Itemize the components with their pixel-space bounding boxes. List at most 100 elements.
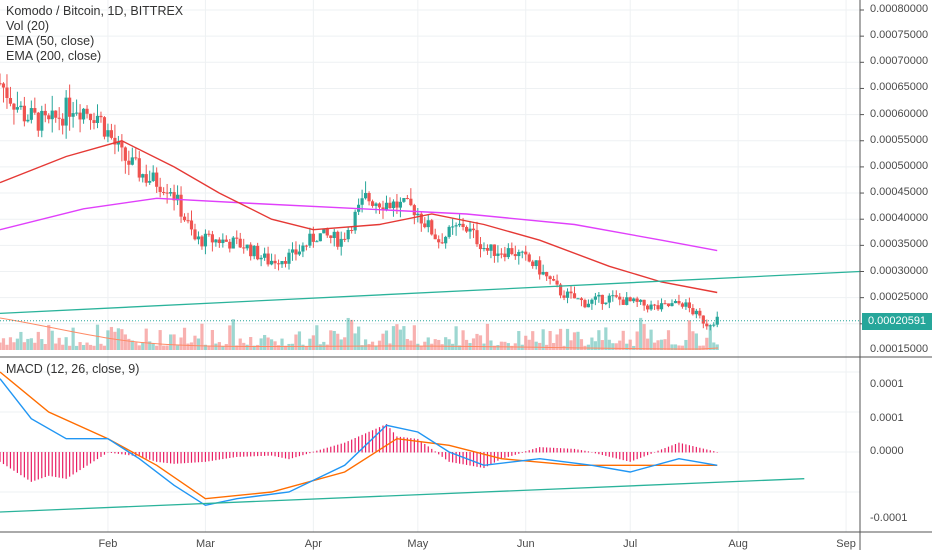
volume-bar	[54, 343, 58, 350]
volume-bar	[597, 330, 601, 350]
candle-body	[457, 223, 462, 226]
volume-bar	[162, 345, 166, 350]
price-axis-label: 0.00025000	[870, 290, 929, 303]
candle-body	[604, 302, 608, 305]
candle-body	[61, 118, 65, 126]
candle-body	[141, 174, 145, 178]
candle-body	[57, 117, 61, 119]
candle-body	[611, 295, 615, 297]
candle-body	[318, 233, 322, 242]
candle-body	[155, 172, 159, 187]
time-axis-label: May	[407, 538, 429, 550]
candle-body	[642, 299, 646, 306]
volume-bar	[541, 329, 545, 350]
candle-body	[228, 241, 232, 249]
volume-bar	[433, 339, 437, 350]
volume-bar	[635, 331, 639, 350]
candle-body	[221, 239, 225, 244]
candle-body	[315, 241, 319, 243]
volume-bar	[621, 330, 625, 350]
candle-body	[541, 272, 545, 275]
volume-bar	[102, 345, 107, 350]
time-axis-label: Jul	[623, 538, 638, 550]
candle-body	[36, 112, 40, 131]
volume-bar	[586, 344, 591, 350]
volume-bar	[64, 337, 68, 350]
volume-bar	[301, 344, 305, 350]
candle-body	[137, 158, 141, 178]
volume-bar	[618, 340, 622, 350]
symbol-title[interactable]: Komodo / Bitcoin, 1D, BITTREX	[6, 4, 184, 18]
candle-body	[8, 97, 13, 104]
candle-body	[461, 223, 465, 228]
volume-bar	[26, 338, 30, 350]
candle-body	[705, 323, 709, 327]
candle-body	[524, 251, 528, 255]
price-axis-label: 0.00060000	[870, 107, 929, 120]
candle-body	[499, 253, 503, 255]
volume-bar	[374, 345, 378, 350]
volume-bar	[40, 339, 44, 350]
candle-body	[200, 236, 204, 247]
volume-bar	[659, 339, 664, 350]
legend-ema200[interactable]: EMA (200, close)	[6, 49, 102, 63]
volume-bar	[492, 345, 497, 350]
candle-body	[231, 237, 235, 249]
candle-body	[576, 298, 580, 300]
candle-body	[64, 97, 68, 126]
volume-bar	[311, 335, 315, 350]
candle-body	[506, 248, 510, 258]
volume-bar	[531, 331, 535, 350]
candle-body	[353, 211, 357, 231]
time-axis-label: Jun	[516, 538, 535, 550]
candle-body	[81, 108, 86, 120]
candle-body	[269, 260, 274, 265]
volume-bar	[280, 338, 284, 350]
candle-body	[402, 198, 406, 202]
candle-body	[419, 213, 423, 224]
candle-body	[29, 108, 33, 120]
candle-body	[569, 291, 573, 294]
candle-body	[336, 231, 340, 247]
candle-body	[329, 235, 333, 238]
volume-bar	[457, 345, 462, 350]
candle-body	[304, 245, 308, 247]
volume-bar	[113, 331, 117, 350]
volume-bar	[5, 344, 9, 350]
volume-bar	[175, 345, 180, 350]
volume-bar	[33, 342, 37, 350]
candle-body	[179, 194, 183, 217]
candle-body	[325, 228, 329, 236]
volume-bar	[116, 328, 120, 350]
candle-body	[395, 201, 399, 208]
candle-body	[363, 193, 368, 199]
candle-body	[47, 115, 51, 120]
candle-body	[50, 110, 54, 120]
volume-bar	[19, 331, 23, 350]
candle-body	[109, 130, 114, 138]
candle-body	[673, 301, 678, 304]
volume-bar	[517, 331, 521, 350]
volume-bar	[304, 345, 308, 350]
volume-bar	[200, 323, 204, 350]
legend-vol[interactable]: Vol (20)	[6, 19, 50, 33]
candle-body	[471, 228, 476, 231]
volume-bar	[287, 343, 291, 350]
candle-body	[492, 244, 497, 256]
volume-bar	[503, 341, 507, 350]
volume-bar	[461, 330, 465, 350]
volume-bar	[210, 329, 214, 350]
volume-bar	[269, 339, 274, 350]
candle-body	[224, 239, 228, 242]
legend-ema50[interactable]: EMA (50, close)	[6, 34, 95, 48]
volume-bar	[552, 342, 556, 350]
legend-macd[interactable]: MACD (12, 26, close, 9)	[6, 362, 140, 376]
volume-bar	[36, 331, 40, 350]
candle-body	[297, 251, 302, 255]
candle-body	[454, 225, 458, 227]
volume-bar	[179, 337, 183, 350]
volume-bar	[158, 330, 162, 350]
